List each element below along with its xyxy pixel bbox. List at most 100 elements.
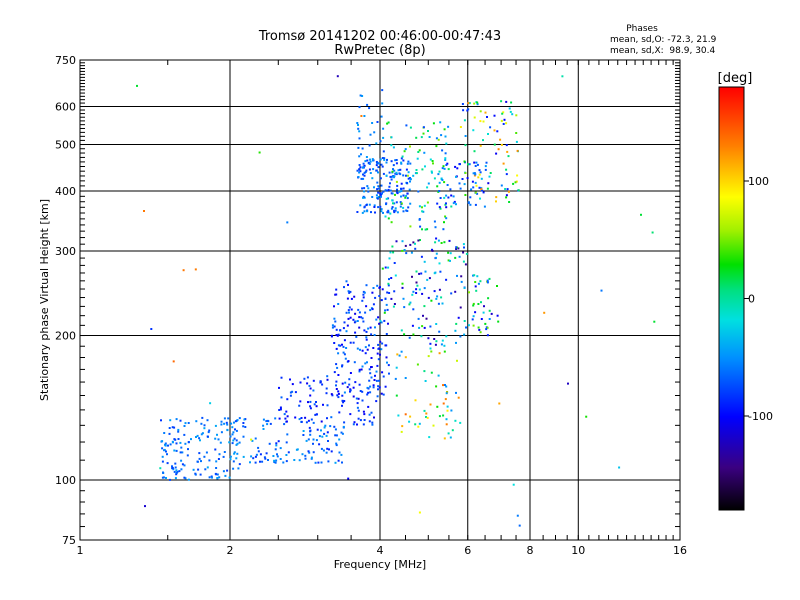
data-point	[438, 415, 441, 418]
data-point	[510, 101, 513, 104]
data-point	[640, 213, 642, 216]
data-point	[374, 326, 376, 329]
data-point	[423, 287, 426, 290]
data-point	[184, 477, 187, 480]
data-point	[391, 206, 394, 209]
data-point	[362, 423, 365, 426]
data-point	[409, 180, 411, 183]
data-point	[356, 169, 359, 172]
data-point	[455, 391, 457, 394]
data-point	[472, 172, 475, 175]
data-point	[166, 453, 168, 456]
data-point	[412, 241, 415, 244]
data-point	[464, 194, 467, 196]
data-point	[400, 329, 403, 332]
data-point	[384, 266, 387, 269]
data-point	[463, 183, 466, 186]
data-point	[350, 308, 353, 311]
data-point	[378, 295, 381, 297]
data-point	[366, 393, 369, 396]
data-point	[391, 199, 394, 202]
data-point	[417, 317, 420, 320]
data-point	[386, 361, 388, 364]
data-point	[283, 413, 286, 416]
data-point	[484, 322, 487, 325]
data-point	[361, 211, 364, 214]
data-point	[397, 414, 400, 417]
data-point	[409, 178, 412, 181]
data-point	[425, 416, 427, 418]
data-point	[197, 468, 200, 471]
data-point	[373, 186, 375, 189]
data-point	[456, 274, 458, 277]
data-point	[476, 275, 479, 278]
data-point	[250, 455, 253, 458]
data-point	[487, 297, 490, 300]
data-point	[422, 314, 424, 317]
data-point	[396, 353, 399, 356]
data-point	[366, 361, 368, 364]
data-point	[169, 478, 171, 481]
data-point	[379, 320, 382, 323]
data-point	[416, 157, 419, 160]
data-point	[409, 177, 411, 179]
data-point	[347, 477, 350, 480]
data-point	[312, 421, 315, 424]
data-point	[184, 422, 187, 425]
data-point	[375, 370, 378, 373]
data-point	[341, 365, 343, 368]
data-point	[456, 167, 459, 170]
data-point	[479, 197, 481, 200]
data-point	[426, 416, 429, 419]
data-point	[320, 420, 323, 423]
data-point	[187, 422, 190, 424]
data-point	[392, 168, 394, 171]
data-point	[460, 275, 463, 278]
data-point	[486, 279, 489, 282]
data-point	[334, 320, 337, 323]
data-point	[498, 402, 501, 405]
data-point	[445, 423, 448, 426]
data-point	[336, 75, 339, 78]
data-point	[407, 171, 410, 174]
data-point	[307, 401, 309, 404]
data-point	[342, 401, 345, 404]
data-point	[341, 432, 344, 435]
data-point	[173, 426, 176, 429]
data-point	[462, 251, 465, 254]
data-point	[324, 424, 327, 427]
data-point	[394, 274, 397, 277]
data-point	[463, 160, 466, 163]
data-point	[402, 174, 405, 177]
data-point	[417, 239, 420, 242]
data-point	[390, 136, 393, 139]
data-point	[368, 379, 371, 382]
stats-header: Phases	[626, 24, 658, 34]
data-point	[274, 448, 277, 451]
data-point	[480, 318, 483, 320]
data-point	[415, 136, 418, 139]
data-point	[402, 187, 405, 190]
data-point	[349, 389, 352, 392]
data-point	[356, 423, 358, 426]
data-point	[483, 205, 486, 208]
data-point	[366, 386, 369, 389]
data-point	[585, 415, 588, 418]
data-point	[217, 458, 220, 460]
data-point	[371, 423, 374, 426]
data-point	[456, 359, 458, 362]
data-point	[426, 201, 429, 204]
data-point	[474, 173, 477, 176]
data-point	[165, 477, 167, 479]
data-point	[333, 342, 336, 344]
data-point	[367, 405, 370, 408]
data-point	[347, 309, 350, 312]
data-point	[364, 311, 367, 314]
data-point	[383, 157, 386, 160]
data-point	[326, 375, 329, 378]
data-point	[315, 401, 317, 403]
data-point	[393, 209, 396, 212]
data-point	[434, 226, 437, 229]
data-point	[349, 290, 352, 293]
data-point	[450, 194, 453, 197]
